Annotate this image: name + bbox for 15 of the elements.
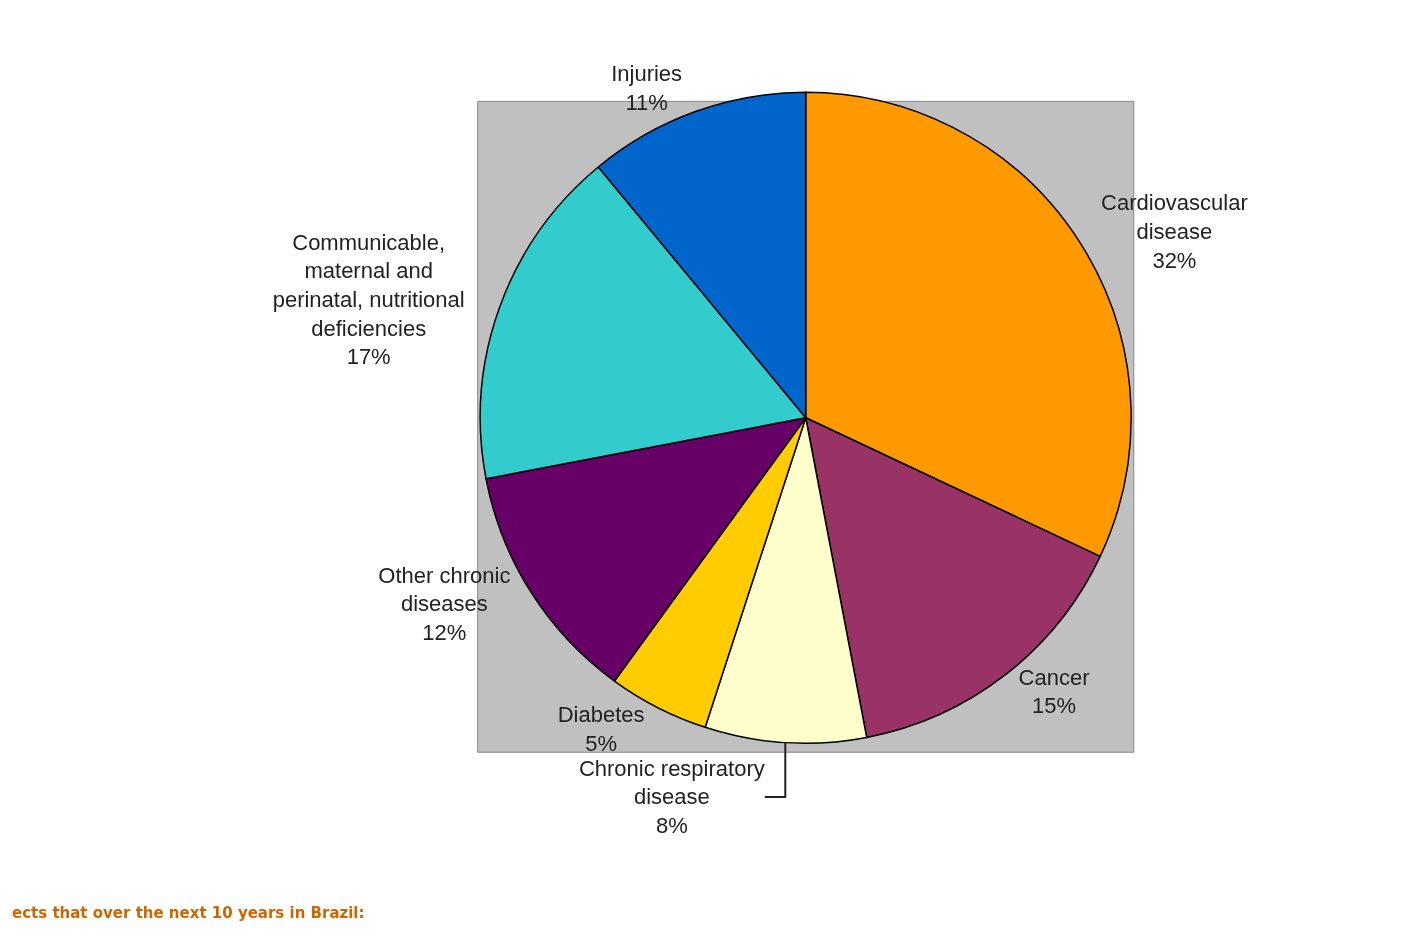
slice-label: Chronic respiratory disease: [578, 755, 765, 810]
slice-label: Injuries: [611, 61, 683, 87]
slice-label: Other chronic diseases: [378, 562, 511, 617]
slice-label: Cardiovascular disease: [1101, 190, 1248, 245]
data-label: 5%: [585, 730, 618, 756]
slice-label: Diabetes: [557, 702, 645, 728]
text: ects that over the next 10 years in Brazil:: [12, 904, 365, 922]
data-label: 12%: [422, 620, 467, 646]
slice-label: Cancer: [1018, 664, 1090, 690]
slice-label: Communicable, maternal and perinatal, nutritional deficiencies: [272, 229, 465, 341]
data-label: 32%: [1152, 247, 1197, 273]
data-label: 8%: [655, 813, 688, 839]
data-label: 11%: [625, 89, 668, 115]
data-label: 15%: [1032, 693, 1077, 719]
data-label: 17%: [346, 344, 391, 370]
